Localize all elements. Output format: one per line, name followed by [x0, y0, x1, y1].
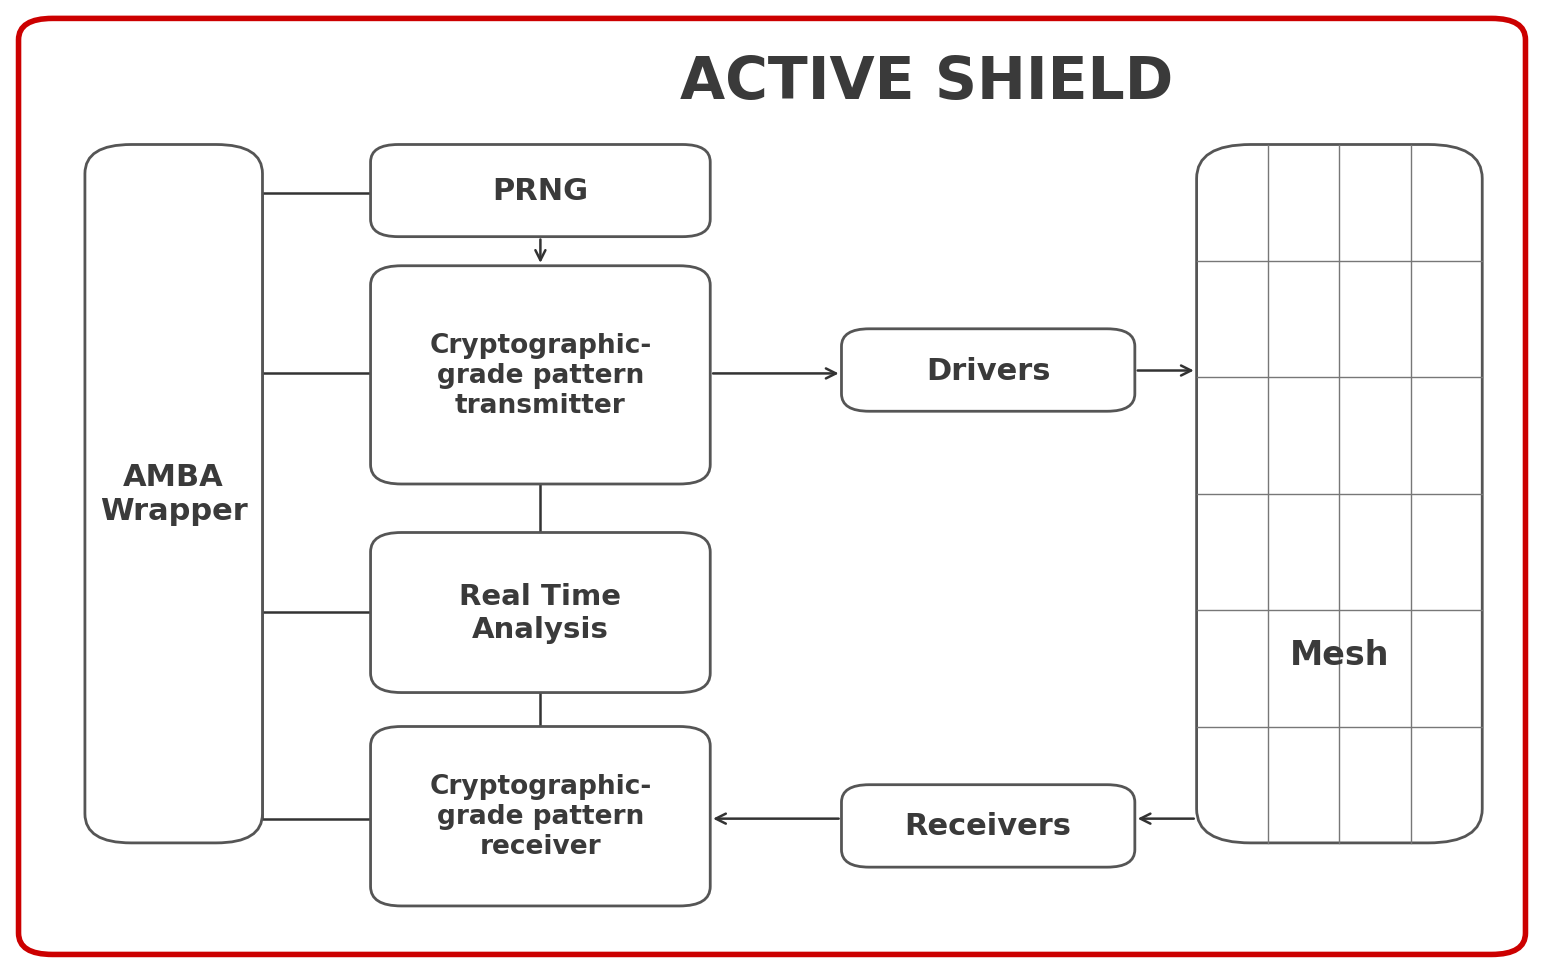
Text: ACTIVE SHIELD: ACTIVE SHIELD: [679, 54, 1173, 110]
Text: AMBA
Wrapper: AMBA Wrapper: [100, 463, 247, 525]
FancyBboxPatch shape: [371, 145, 710, 237]
Text: PRNG: PRNG: [493, 177, 588, 205]
FancyBboxPatch shape: [371, 533, 710, 693]
FancyBboxPatch shape: [85, 145, 262, 843]
Text: Real Time
Analysis: Real Time Analysis: [460, 582, 621, 643]
Text: Cryptographic-
grade pattern
receiver: Cryptographic- grade pattern receiver: [429, 773, 652, 860]
Text: Drivers: Drivers: [926, 357, 1050, 385]
FancyBboxPatch shape: [371, 266, 710, 484]
FancyBboxPatch shape: [19, 19, 1525, 954]
Text: Receivers: Receivers: [905, 812, 1072, 840]
FancyBboxPatch shape: [1197, 145, 1482, 843]
Text: Mesh: Mesh: [1289, 639, 1390, 672]
FancyBboxPatch shape: [371, 727, 710, 906]
FancyBboxPatch shape: [841, 329, 1135, 412]
FancyBboxPatch shape: [841, 785, 1135, 867]
Text: Cryptographic-
grade pattern
transmitter: Cryptographic- grade pattern transmitter: [429, 332, 652, 419]
